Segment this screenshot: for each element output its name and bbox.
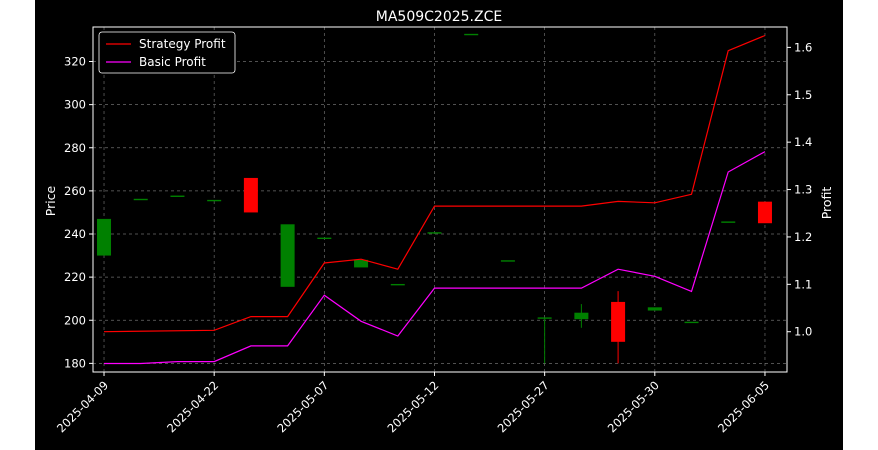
left-tick-label-0: 180	[64, 356, 86, 370]
candle-body-11	[500, 260, 515, 262]
candle-body-17	[721, 221, 736, 223]
candle-13	[574, 304, 589, 328]
right-tick-label-4: 1.4	[794, 135, 812, 149]
candle-body-16	[684, 321, 699, 324]
candle-body-6	[317, 237, 332, 240]
candle-body-9	[427, 232, 442, 234]
chart-title: MA509C2025.ZCE	[376, 9, 502, 25]
candle-body-2	[170, 195, 185, 197]
right-tick-label-2: 1.2	[794, 230, 812, 244]
candle-0	[97, 218, 112, 256]
right-tick-label-5: 1.5	[794, 88, 812, 102]
candlesticks	[97, 33, 772, 364]
candle-2	[170, 195, 185, 197]
legend-label-strategy: Strategy Profit	[139, 37, 226, 51]
series-line-basic-profit	[104, 151, 766, 365]
candle-body-7	[354, 259, 369, 268]
candle-15	[647, 307, 662, 311]
candle-5	[280, 224, 295, 287]
left-price-axis: 180 200 220 240 260 280 300 320	[64, 55, 93, 370]
candle-17	[721, 221, 736, 223]
series-line-strategy-profit	[103, 34, 766, 333]
right-tick-label-6: 1.6	[794, 40, 812, 54]
candle-7	[354, 259, 369, 268]
left-tick-label-3: 240	[64, 227, 86, 241]
candle-11	[500, 260, 515, 262]
left-tick-label-5: 280	[64, 141, 86, 155]
legend: Strategy Profit Basic Profit	[98, 31, 236, 74]
left-tick-label-1: 200	[64, 313, 86, 327]
candle-body-10	[464, 33, 479, 36]
candle-1	[133, 198, 148, 201]
left-tick-label-4: 260	[64, 184, 86, 198]
candle-8	[390, 283, 405, 286]
candle-body-1	[133, 198, 148, 201]
left-tick-label-6: 300	[64, 98, 86, 112]
candle-4	[243, 177, 258, 213]
candle-body-8	[390, 283, 405, 286]
candle-body-3	[207, 199, 222, 202]
candle-9	[427, 232, 442, 234]
right-profit-axis: 1.0 1.1 1.2 1.3 1.4 1.5 1.6	[787, 40, 812, 339]
profit-lines	[103, 34, 766, 365]
candle-10	[464, 33, 479, 36]
candle-body-5	[280, 224, 295, 287]
candle-14	[611, 291, 626, 364]
candle-16	[684, 321, 699, 324]
legend-box	[98, 31, 236, 74]
candle-body-14	[611, 301, 626, 342]
legend-label-basic: Basic Profit	[139, 55, 206, 69]
candle-body-13	[574, 312, 589, 320]
plot-frame	[92, 26, 788, 373]
candle-body-15	[647, 307, 662, 311]
left-tick-label-2: 220	[64, 270, 86, 284]
left-tick-label-7: 320	[64, 55, 86, 69]
candle-6	[317, 237, 332, 240]
candle-12	[537, 317, 552, 364]
left-axis-title: Price	[43, 185, 58, 216]
candle-3	[207, 199, 222, 202]
candle-body-4	[243, 177, 258, 213]
candle-body-12	[537, 317, 552, 319]
right-axis-title: Profit	[819, 187, 834, 220]
right-tick-label-0: 1.0	[794, 325, 812, 339]
candle-body-0	[97, 218, 112, 256]
candle-body-18	[757, 201, 772, 224]
right-tick-label-3: 1.3	[794, 183, 812, 197]
right-tick-label-1: 1.1	[794, 277, 812, 291]
candle-18	[757, 201, 772, 224]
